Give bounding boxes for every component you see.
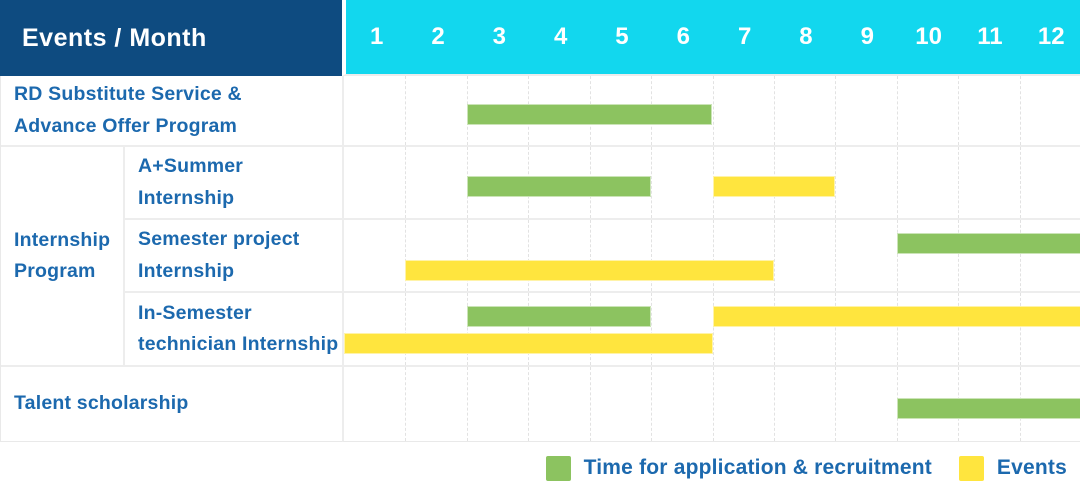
month-gridline	[835, 293, 837, 365]
month-gridline	[835, 220, 837, 291]
gantt-row-semester-project-internship	[342, 220, 1080, 293]
month-gridline	[835, 76, 837, 145]
events-color-swatch	[958, 455, 984, 481]
month-header-cell: 7	[737, 23, 752, 50]
gantt-bar-application	[896, 397, 1080, 419]
month-gridline	[773, 367, 775, 441]
month-gridline	[835, 367, 837, 441]
month-header-cell: 5	[615, 23, 629, 50]
month-header-cell: 10	[915, 23, 942, 50]
month-gridline	[651, 293, 653, 365]
legend-item-events: Events	[958, 455, 1067, 481]
month-header-cell: 8	[799, 23, 813, 50]
month-gridline	[712, 220, 714, 291]
month-gridline	[405, 367, 407, 441]
month-gridline	[896, 147, 898, 218]
month-gridline	[773, 220, 775, 291]
row-label-a-plus-summer-internship: A+Summer Internship	[125, 147, 342, 220]
month-gridline	[405, 76, 407, 145]
month-gridline	[651, 220, 653, 291]
month-gridline	[773, 293, 775, 365]
month-gridline	[1019, 76, 1021, 145]
gantt-bar-application	[896, 232, 1080, 254]
group-label-internship-program: Internship Program	[1, 147, 125, 367]
month-gridline	[651, 367, 653, 441]
month-gridline	[651, 147, 653, 218]
gantt-row-a-plus-summer-internship	[342, 147, 1080, 220]
gantt-row-in-semester-technician-internship	[342, 293, 1080, 367]
gantt-bar-event	[712, 176, 836, 198]
month-header-strip: 1 2 3 4 5 6 7 8 9 10 11 12	[342, 0, 1080, 76]
month-gridline	[466, 220, 468, 291]
month-gridline	[405, 147, 407, 218]
month-gridline	[958, 76, 960, 145]
month-gridline	[528, 220, 530, 291]
month-gridline	[958, 147, 960, 218]
events-month-table: Events / Month 1 2 3 4 5 6 7 8 9 10 11 12 RD Substi…	[0, 0, 1080, 442]
month-header-cell: 6	[676, 23, 690, 50]
month-gridline	[712, 367, 714, 441]
month-gridline	[405, 220, 407, 291]
gantt-bar-event	[405, 259, 774, 281]
month-gridline	[528, 367, 530, 441]
month-header-cell: 2	[431, 23, 445, 50]
month-gridline	[896, 76, 898, 145]
month-gridline	[896, 293, 898, 365]
gantt-bar-event	[344, 333, 713, 355]
month-gridline	[835, 147, 837, 218]
month-gridline	[589, 293, 591, 365]
legend-item-application: Time for application & recruitment	[545, 455, 932, 481]
month-gridline	[773, 76, 775, 145]
month-gridline	[958, 293, 960, 365]
month-gridline	[712, 293, 714, 365]
row-label-in-semester-technician-internship: In-Semester technician Internship	[125, 293, 342, 367]
month-gridline	[466, 367, 468, 441]
month-gridline	[528, 293, 530, 365]
table-header-title: Events / Month	[0, 0, 342, 76]
gantt-row-talent-scholarship	[342, 367, 1080, 442]
month-gridline	[405, 293, 407, 365]
month-gridline	[589, 220, 591, 291]
month-gridline	[466, 293, 468, 365]
row-label-talent-scholarship: Talent scholarship	[1, 367, 342, 442]
month-gridline	[712, 76, 714, 145]
month-header-cell: 11	[977, 23, 1003, 50]
row-label-rd-substitute-service: RD Substitute Service & Advance Offer Pr…	[1, 76, 342, 147]
month-header-cell: 3	[492, 23, 506, 50]
legend-label-events: Events	[996, 456, 1067, 479]
row-label-semester-project-internship: Semester project Internship	[125, 220, 342, 293]
month-header-cell: 9	[860, 23, 874, 50]
legend-label-application: Time for application & recruitment	[583, 456, 932, 479]
month-header-cell: 4	[553, 23, 568, 50]
month-header-cell: 12	[1037, 23, 1065, 50]
month-gridline	[1019, 293, 1021, 365]
month-gridline	[1019, 220, 1021, 291]
month-header-cell: 1	[369, 23, 384, 50]
gantt-bar-application	[466, 103, 713, 125]
month-gridline	[958, 220, 960, 291]
legend: Time for application & recruitment Event…	[0, 442, 1080, 494]
month-gridline	[589, 367, 591, 441]
month-gridline	[896, 220, 898, 291]
gantt-bar-application	[466, 176, 652, 198]
gantt-bar-event	[712, 306, 1080, 328]
month-gridline	[1019, 147, 1021, 218]
gantt-row-rd-substitute-service	[342, 76, 1080, 147]
application-color-swatch	[545, 455, 571, 481]
gantt-bar-application	[466, 306, 652, 328]
